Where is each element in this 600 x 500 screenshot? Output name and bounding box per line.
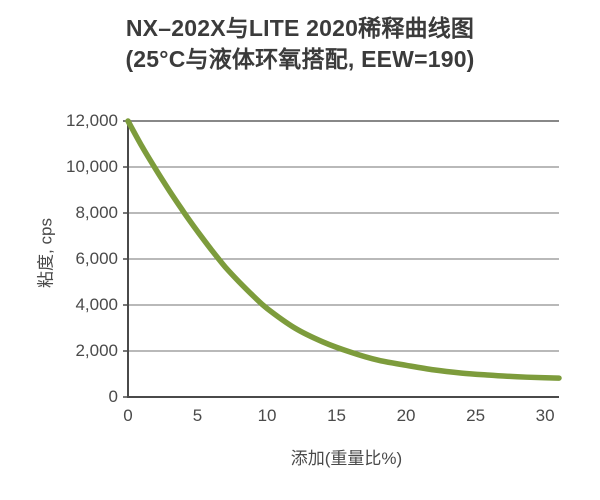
- x-tick-label-15: 15: [327, 406, 346, 425]
- x-tick-label-0: 0: [123, 406, 133, 425]
- chart-title: NX–202X与LITE 2020稀释曲线图 (25°C与液体环氧搭配, EEW…: [0, 13, 600, 75]
- chart-title-line2: (25°C与液体环氧搭配, EEW=190): [125, 46, 475, 72]
- y-tick-label-6000: 6,000: [75, 249, 118, 268]
- y-tick-label-8000: 8,000: [75, 203, 118, 222]
- x-tick-label-30: 30: [535, 406, 555, 425]
- x-tick-label-5: 5: [192, 406, 203, 425]
- y-tick-label-2000: 2,000: [75, 341, 118, 360]
- chart-title-line1: NX–202X与LITE 2020稀释曲线图: [125, 15, 475, 41]
- y-tick-label-10000: 10,000: [66, 157, 118, 176]
- x-tick-label-25: 25: [466, 406, 486, 425]
- y-tick-label-0: 0: [108, 387, 118, 406]
- y-tick-label-12000: 12,000: [66, 111, 118, 130]
- dilution-curve: [125, 118, 562, 381]
- x-axis-title: 添加(重量比%): [290, 449, 403, 468]
- y-axis-title: 粘度, cps: [36, 218, 56, 288]
- y-tick-label-4000: 4,000: [75, 295, 118, 314]
- x-tick-label-20: 20: [396, 406, 416, 425]
- x-tick-label-10: 10: [257, 406, 277, 425]
